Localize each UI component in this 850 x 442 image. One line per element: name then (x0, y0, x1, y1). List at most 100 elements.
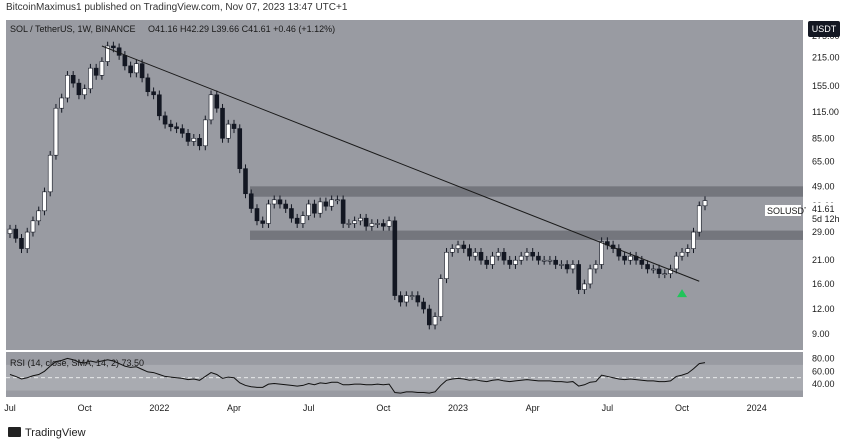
candle-up (404, 295, 409, 303)
candle-down (139, 63, 145, 79)
candle-down (398, 295, 403, 303)
candle-up (59, 97, 64, 109)
candle-down (220, 107, 225, 139)
last-price: 41.61 (812, 204, 835, 214)
candle-up (317, 201, 323, 214)
time-axis[interactable]: Jul Oct 2022 Apr Jul Oct 2023 Apr Jul Oct 2024 (4, 403, 766, 413)
candle-up (36, 210, 42, 222)
candle-up (88, 67, 93, 90)
support-arrow-marker (677, 289, 688, 298)
candle-up (472, 251, 478, 257)
candle-down (639, 259, 645, 265)
tradingview-logo[interactable]: TradingView (8, 427, 86, 439)
candle-down (214, 94, 220, 109)
candle-down (277, 199, 283, 205)
candle-up (696, 205, 702, 233)
publish-info: BitcoinMaximus1 published on TradingView… (6, 2, 348, 13)
publish-bar: BitcoinMaximus1 published on TradingView… (0, 0, 850, 16)
price-tick-label: 21.00 (812, 255, 835, 265)
price-tick-label: 9.00 (812, 329, 830, 339)
candle-down (312, 203, 317, 214)
candle-down (289, 208, 294, 219)
candle-down (645, 264, 650, 270)
time-tick-label: 2022 (149, 403, 169, 413)
candle-up (202, 119, 208, 147)
candle-down (426, 308, 432, 326)
candle-up (685, 248, 691, 253)
price-tick-label: 49.00 (812, 181, 835, 191)
time-tick-label: Oct (78, 403, 93, 413)
candle-down (116, 47, 122, 56)
candle-up (24, 231, 30, 249)
candle-up (490, 255, 495, 265)
rsi-tick-label: 40.00 (812, 379, 835, 389)
candle-up (455, 244, 461, 249)
time-tick-label: Apr (526, 403, 540, 413)
price-tick-label: 85.00 (812, 133, 835, 143)
candle-series (7, 41, 708, 330)
candle-down (231, 123, 237, 129)
price-tick-label: 16.00 (812, 279, 835, 289)
symbol-tag: SOLUSDT (767, 206, 810, 216)
candle-up (587, 268, 593, 285)
candle-up (651, 268, 656, 271)
candle-down (461, 244, 467, 249)
candle-down (111, 45, 116, 49)
candle-down (622, 255, 627, 261)
candle-down (564, 264, 570, 270)
price-tick-label: 12.00 (812, 304, 835, 314)
legend-symbol: SOL / TetherUS, 1W, BINANCE (10, 24, 136, 34)
candle-down (19, 237, 24, 249)
resistance-zone-upper (250, 186, 803, 197)
candle-up (541, 259, 547, 262)
candle-up (582, 283, 587, 290)
candle-down (484, 259, 490, 265)
candle-up (82, 88, 87, 96)
candle-up (375, 223, 380, 225)
candle-down (340, 199, 346, 224)
rsi-tick-label: 80.00 (812, 353, 835, 363)
candle-up (432, 316, 438, 326)
time-tick-label: Oct (675, 403, 690, 413)
candle-down (243, 168, 248, 195)
candle-down (421, 301, 426, 310)
candle-up (7, 228, 13, 234)
trendline-group (101, 45, 700, 298)
candle-down (157, 94, 162, 117)
candle-up (42, 191, 47, 212)
candle-up (386, 220, 392, 227)
candle-up (524, 251, 530, 257)
time-tick-label: 2023 (448, 403, 468, 413)
candle-up (662, 273, 668, 275)
candle-down (536, 255, 541, 261)
candle-up (191, 137, 197, 142)
candle-down (507, 259, 513, 265)
candle-down (467, 248, 472, 257)
candle-down (478, 251, 484, 261)
price-pane[interactable] (6, 20, 803, 350)
candle-up (134, 63, 139, 74)
candle-up (679, 251, 685, 257)
candle-up (30, 220, 36, 233)
candle-up (547, 259, 553, 262)
rsi-tick-label: 60.00 (812, 366, 835, 376)
time-tick-label: Oct (376, 403, 391, 413)
candle-up (673, 255, 679, 270)
candle-up (266, 203, 271, 224)
candle-up (518, 255, 524, 261)
bar-countdown: 5d 12h (812, 214, 840, 224)
candle-down (76, 82, 82, 96)
currency-label: USDT (812, 24, 837, 34)
currency-button[interactable] (808, 21, 840, 37)
rsi-axis: 80.00 60.00 40.00 (812, 353, 835, 389)
time-tick-label: 2024 (747, 403, 767, 413)
candle-up (99, 61, 105, 76)
candle-up (306, 203, 311, 216)
candle-down (616, 248, 622, 257)
price-tick-label: 65.00 (812, 157, 835, 167)
candle-up (559, 264, 564, 266)
candle-up (300, 215, 306, 224)
candle-up (668, 268, 673, 274)
candle-down (145, 77, 151, 93)
